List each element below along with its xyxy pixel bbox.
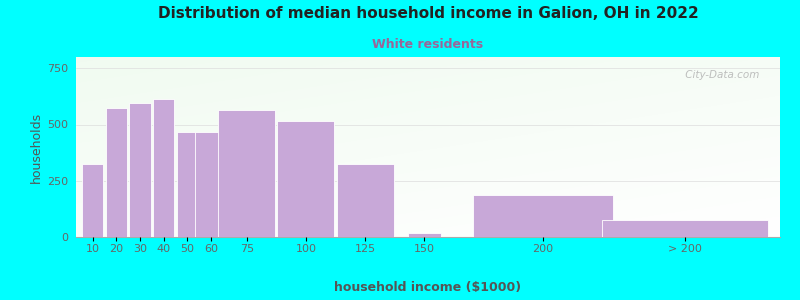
Bar <box>473 195 613 237</box>
Y-axis label: households: households <box>30 111 43 183</box>
Bar <box>602 220 768 237</box>
Bar <box>408 232 441 237</box>
Bar <box>337 164 394 237</box>
Bar <box>130 103 150 237</box>
Bar <box>177 132 198 237</box>
Text: White residents: White residents <box>373 38 483 50</box>
Text: Distribution of median household income in Galion, OH in 2022: Distribution of median household income … <box>158 6 698 21</box>
Bar <box>82 164 103 237</box>
Bar <box>194 132 228 237</box>
Bar <box>106 108 127 237</box>
Bar <box>153 99 174 237</box>
Bar <box>218 110 275 237</box>
Text: City-Data.com: City-Data.com <box>682 70 759 80</box>
Text: household income ($1000): household income ($1000) <box>334 281 522 294</box>
Bar <box>278 121 334 237</box>
